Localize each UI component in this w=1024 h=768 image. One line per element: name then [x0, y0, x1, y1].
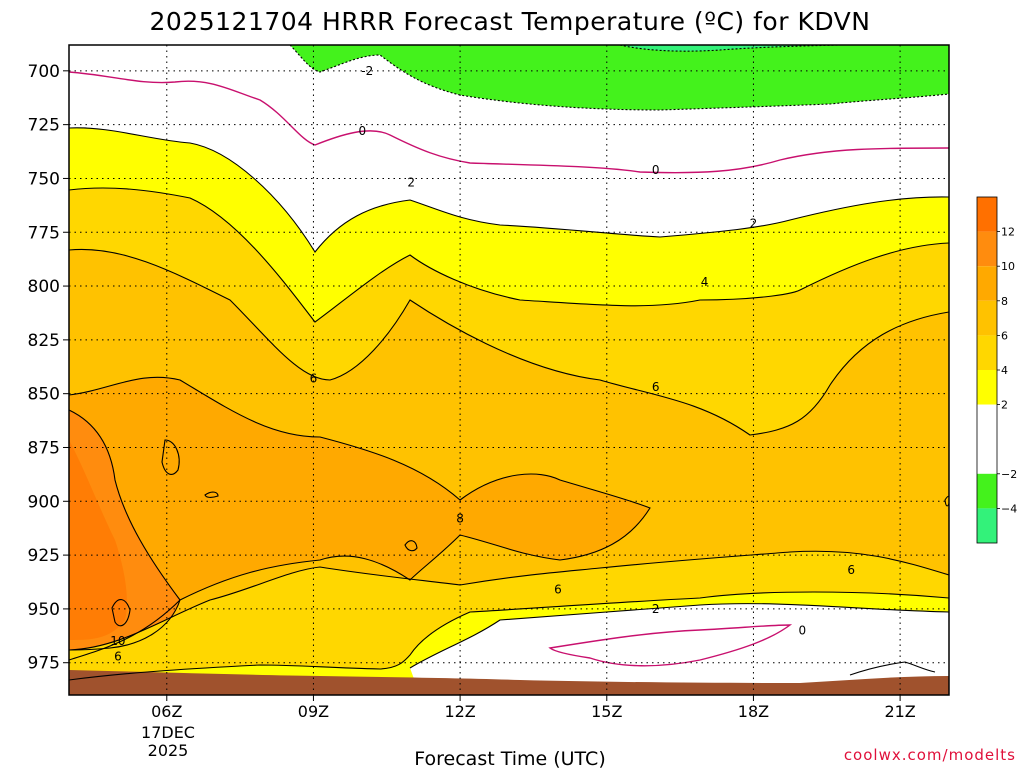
contour-8-bubble	[404, 540, 418, 552]
colorbar-swatch	[977, 508, 997, 543]
y-tick-label: 775	[28, 223, 60, 243]
y-tick-label: 950	[28, 600, 60, 620]
contour-label: -2	[361, 64, 373, 78]
y-tick-label: 850	[28, 385, 60, 405]
colorbar-tick-label: 12	[1001, 226, 1015, 239]
colorbar-swatch	[977, 335, 997, 370]
y-tick-label: 925	[28, 546, 60, 566]
colorbar-tick-label: 10	[1001, 260, 1015, 273]
contour-lines	[69, 127, 949, 681]
colorbar-swatch	[977, 197, 997, 232]
x-tick-label: 21Z	[884, 702, 915, 721]
colorbar-tick-label: 2	[1001, 399, 1008, 412]
contour-0-edge	[944, 495, 949, 507]
ground	[69, 670, 949, 695]
colorbar-swatch	[977, 266, 997, 301]
fill-10-12	[69, 440, 127, 640]
contour-4-lower	[69, 591, 949, 681]
contour-label: 2	[750, 217, 758, 231]
contour-label: 6	[554, 583, 562, 597]
y-tick-label: 875	[28, 438, 60, 458]
contour-6-upper	[69, 248, 949, 436]
contour-label: 6	[652, 380, 660, 394]
contour-label: 6	[114, 649, 122, 663]
fill-yellow-low	[69, 592, 949, 695]
colorbar-swatch	[977, 370, 997, 405]
isotherm-minus4	[619, 45, 841, 52]
colorbar-swatch	[977, 404, 997, 474]
contour-12	[111, 599, 131, 627]
y-tick-label: 750	[28, 169, 60, 189]
contour-label: 4	[701, 275, 709, 289]
contour-10	[69, 409, 181, 651]
x-tick-label: 18Z	[738, 702, 769, 721]
contour-2-upper	[69, 127, 949, 253]
colorbar-swatch	[977, 231, 997, 267]
x-tick-label: 12Z	[444, 702, 475, 721]
colorbar-swatch	[977, 473, 997, 509]
x-axis: 06Z 09Z 12Z 15Z 18Z 21Z	[151, 695, 916, 721]
colorbar-tick-label: 4	[1001, 364, 1008, 377]
y-axis: 700 725 750 775 800 825 850 875 900 925 950 975	[28, 62, 69, 674]
fill-6-8	[69, 377, 650, 660]
x-tick-label: 06Z	[151, 702, 182, 721]
contour-8-upper	[69, 376, 651, 661]
contour-2-lower	[409, 603, 949, 669]
contour-10-bubble-2	[204, 491, 219, 498]
colorbar-tick-label: −2	[1001, 468, 1017, 481]
contour-10-bubble	[161, 439, 180, 475]
contour-4	[69, 187, 949, 323]
gridlines	[69, 45, 949, 695]
isotherm-minus2	[289, 45, 949, 111]
y-tick-label: 825	[28, 331, 60, 351]
plot-frame	[68, 44, 950, 696]
colorbar-tick-label: 8	[1001, 295, 1008, 308]
contour-6-lower	[69, 550, 949, 651]
credit-text: coolwx.com/modelts	[844, 746, 1016, 764]
contour-label: 0	[652, 163, 660, 177]
y-tick-label: 900	[28, 492, 60, 512]
y-tick-label: 800	[28, 277, 60, 297]
contour-label: 2	[652, 602, 660, 616]
chart-title: 2025121704 HRRR Forecast Temperature (ºC…	[150, 7, 871, 36]
x-axis-label: Forecast Time (UTC)	[414, 748, 605, 768]
colorbar-tick-label: 6	[1001, 329, 1008, 342]
contour-label: 10	[110, 634, 125, 648]
x-date-line-1: 17DEC	[141, 723, 195, 742]
x-date-line-2: 2025	[148, 741, 189, 760]
y-tick-label: 975	[28, 654, 60, 674]
zero-line-upper	[69, 71, 949, 174]
x-tick-label: 09Z	[298, 702, 329, 721]
fill-green	[290, 45, 949, 110]
contour-label: 0	[359, 124, 367, 138]
y-tick-label: 700	[28, 62, 60, 82]
contour-label: 2	[407, 176, 415, 190]
fill-orange-low	[69, 551, 949, 680]
colorbar-swatch	[977, 300, 997, 336]
isotherm-zero	[69, 71, 949, 667]
colorbar-tick-label: −4	[1001, 502, 1017, 515]
contour-label: 6	[847, 563, 855, 577]
colorbar: 12 10 8 6 4 2 −2 −4	[976, 196, 1017, 544]
fill-white-low	[410, 603, 949, 695]
contour-2-upper-surface	[849, 661, 936, 676]
x-tick-label: 15Z	[591, 702, 622, 721]
contour-label: 0	[799, 623, 807, 637]
contour-label: 8	[456, 512, 464, 526]
zero-line-lower	[548, 624, 793, 667]
y-tick-label: 725	[28, 116, 60, 136]
contour-label: 6	[310, 372, 318, 386]
